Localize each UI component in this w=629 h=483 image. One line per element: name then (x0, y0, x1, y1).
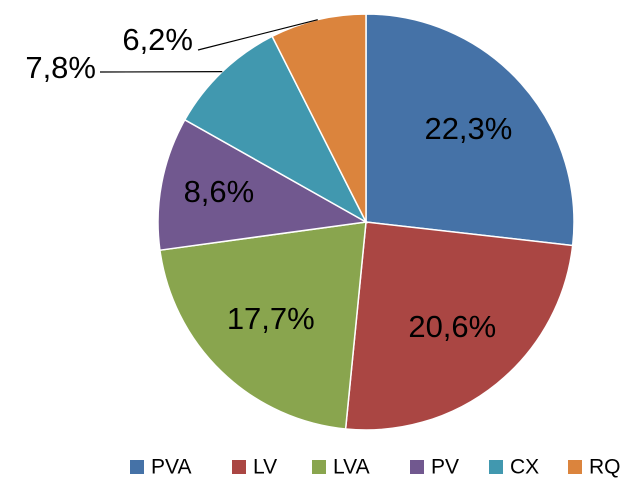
legend-label: PV (431, 456, 459, 479)
legend-label: LVA (333, 456, 370, 479)
data-label: 20,6% (408, 309, 496, 344)
legend-swatch (232, 460, 246, 474)
legend-label: PVA (151, 456, 191, 479)
pie-slice (344, 221, 574, 431)
data-label: 22,3% (424, 111, 512, 146)
pie-slice (365, 13, 575, 247)
pie-slice (159, 221, 367, 430)
legend-label: CX (510, 456, 539, 479)
legend-label: LV (253, 456, 277, 479)
legend-swatch (410, 460, 424, 474)
legend-swatch (312, 460, 326, 474)
legend-label: RQ (589, 456, 621, 479)
data-label: 7,8% (25, 50, 96, 85)
data-label: 17,7% (227, 301, 315, 336)
leader-line (197, 19, 318, 51)
legend-swatch (568, 460, 582, 474)
data-label: 6,2% (122, 22, 193, 57)
pie-slice (183, 35, 368, 224)
data-label: 8,6% (184, 174, 255, 209)
legend-swatch (489, 460, 503, 474)
legend-swatch (130, 460, 144, 474)
pie-slice (157, 118, 369, 252)
